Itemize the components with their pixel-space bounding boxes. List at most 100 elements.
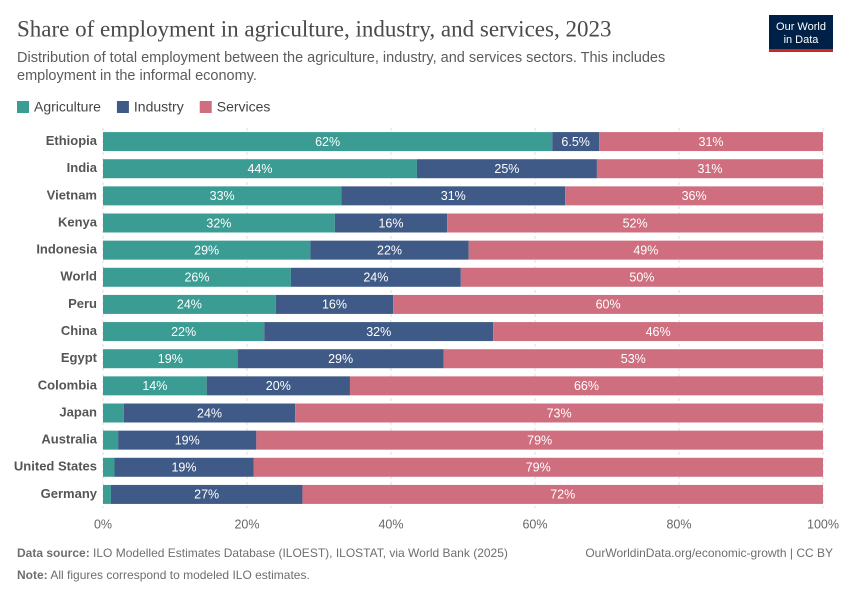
bar-segment <box>264 322 494 342</box>
x-tick-label: 0% <box>94 517 112 531</box>
bar-segment <box>443 349 823 369</box>
x-tick-label: 80% <box>666 517 691 531</box>
value-label: 66% <box>574 379 599 393</box>
value-label: 14% <box>142 379 167 393</box>
y-tick-label: Peru <box>68 296 97 311</box>
value-label: 72% <box>550 488 575 502</box>
subtitle: Distribution of total employment between… <box>17 50 666 84</box>
y-tick-label: United States <box>14 459 97 474</box>
logo-box <box>769 15 833 51</box>
value-label: 53% <box>621 352 646 366</box>
bar-segment <box>103 294 276 314</box>
value-label: 44% <box>247 162 272 176</box>
note-text: All figures correspond to modeled ILO es… <box>50 568 309 582</box>
value-label: 60% <box>596 298 621 312</box>
bar-segment <box>103 430 119 450</box>
y-tick-label: Germany <box>41 486 98 501</box>
value-label: 24% <box>177 298 202 312</box>
value-label: 19% <box>171 461 196 475</box>
y-tick-label: Vietnam <box>47 187 97 202</box>
bar-segment <box>103 240 311 260</box>
value-label: 36% <box>682 189 707 203</box>
value-label: 24% <box>197 406 222 420</box>
source-text: ILO Modelled Estimates Database (ILOEST)… <box>93 546 508 560</box>
bar-segment <box>275 294 394 314</box>
bar-segment <box>596 159 823 179</box>
value-label: 31% <box>697 162 722 176</box>
bar-segment <box>334 213 448 233</box>
value-label: 20% <box>266 379 291 393</box>
value-label: 19% <box>175 433 200 447</box>
bar-segment <box>552 132 600 152</box>
x-tick-label: 20% <box>234 517 259 531</box>
value-label: 49% <box>633 243 658 257</box>
value-label: 24% <box>363 271 388 285</box>
bar-segment <box>565 186 823 206</box>
y-tick-label: China <box>61 323 98 338</box>
value-label: 25% <box>494 162 519 176</box>
y-tick-label: Indonesia <box>36 242 97 257</box>
value-label: 31% <box>699 135 724 149</box>
value-label: 27% <box>194 488 219 502</box>
bar-segment <box>302 484 823 504</box>
bar-segment <box>310 240 469 260</box>
value-label: 22% <box>171 325 196 339</box>
bar-segment <box>253 457 824 477</box>
value-label: 62% <box>315 135 340 149</box>
bar-segment <box>103 403 124 423</box>
legend-swatch <box>199 101 212 113</box>
note: Note: All figures correspond to modeled … <box>17 568 310 582</box>
source-label: Data source: <box>17 546 90 560</box>
value-label: 6.5% <box>561 135 590 149</box>
bar-segment <box>206 376 350 396</box>
value-label: 29% <box>194 243 219 257</box>
bar-segment <box>114 457 254 477</box>
y-tick-label: World <box>60 269 97 284</box>
source: Data source: ILO Modelled Estimates Data… <box>17 546 508 560</box>
value-label: 50% <box>629 271 654 285</box>
bar-segment <box>103 213 335 233</box>
bar-segment <box>349 376 823 396</box>
y-tick-label: Egypt <box>61 350 98 365</box>
logo-text: in Data <box>784 34 820 46</box>
y-tick-label: Australia <box>41 432 97 447</box>
bar-segment <box>295 403 823 423</box>
value-label: 19% <box>158 352 183 366</box>
bar-segment <box>416 159 597 179</box>
value-label: 46% <box>646 325 671 339</box>
bar-segment <box>103 484 111 504</box>
bar-segment <box>447 213 823 233</box>
url: OurWorldinData.org/economic-growth | CC … <box>585 546 833 560</box>
bar-segment <box>460 267 823 287</box>
logo-text: Our World <box>776 21 826 33</box>
bar-segment <box>103 159 417 179</box>
y-tick-label: Japan <box>59 404 97 419</box>
bar-segment <box>103 376 207 396</box>
note-label: Note: <box>17 568 48 582</box>
value-label: 16% <box>378 216 403 230</box>
bar-segment <box>103 267 291 287</box>
y-tick-label: India <box>67 160 98 175</box>
value-label: 33% <box>210 189 235 203</box>
bar-segment <box>599 132 823 152</box>
value-label: 32% <box>366 325 391 339</box>
value-label: 31% <box>441 189 466 203</box>
bar-segment <box>103 132 553 152</box>
value-label: 73% <box>547 406 572 420</box>
bar-segment <box>341 186 566 206</box>
bar-segment <box>103 186 342 206</box>
value-label: 52% <box>623 216 648 230</box>
bar-segment <box>103 322 265 342</box>
value-label: 16% <box>322 298 347 312</box>
bar-segment <box>237 349 444 369</box>
value-label: 32% <box>206 216 231 230</box>
x-tick-label: 40% <box>378 517 403 531</box>
bar-segment <box>103 349 238 369</box>
bar-segment <box>493 322 823 342</box>
x-tick-label: 60% <box>522 517 547 531</box>
bar-segment <box>468 240 823 260</box>
legend-label: Agriculture <box>34 99 101 115</box>
legend-label: Services <box>217 99 271 115</box>
